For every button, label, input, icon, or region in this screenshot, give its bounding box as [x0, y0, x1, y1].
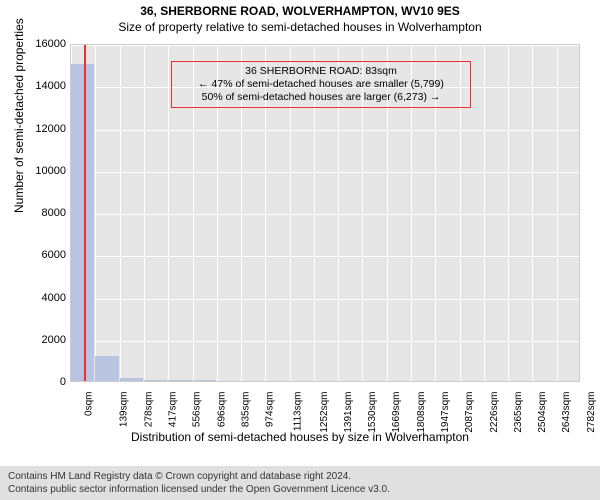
gridline-v	[484, 45, 485, 381]
gridline-v	[532, 45, 533, 381]
x-tick-label: 1530sqm	[367, 392, 378, 433]
gridline-h	[71, 45, 579, 46]
x-tick-label: 1252sqm	[319, 392, 330, 433]
page-title: 36, SHERBORNE ROAD, WOLVERHAMPTON, WV10 …	[0, 0, 600, 18]
x-tick-label: 1808sqm	[416, 392, 427, 433]
x-tick-label: 2782sqm	[586, 392, 597, 433]
gridline-v	[95, 45, 96, 381]
x-tick-label: 556sqm	[192, 392, 203, 428]
x-tick-label: 2643sqm	[562, 392, 573, 433]
histogram-bar	[193, 380, 216, 381]
gridline-h	[71, 172, 579, 173]
gridline-h	[71, 130, 579, 131]
histogram-bar	[71, 64, 94, 381]
x-tick-label: 0sqm	[83, 392, 94, 416]
x-tick-label: 835sqm	[240, 392, 251, 428]
y-tick-label: 0	[6, 376, 66, 388]
gridline-h	[71, 214, 579, 215]
y-tick-label: 2000	[6, 334, 66, 346]
gridline-h	[71, 256, 579, 257]
histogram-bar	[168, 380, 191, 381]
gridline-v	[120, 45, 121, 381]
page-subtitle: Size of property relative to semi-detach…	[0, 18, 600, 36]
x-axis-label: Distribution of semi-detached houses by …	[0, 430, 600, 444]
x-tick-label: 2226sqm	[489, 392, 500, 433]
marker-line	[84, 45, 86, 381]
x-tick-label: 417sqm	[167, 392, 178, 428]
y-tick-label: 4000	[6, 292, 66, 304]
y-tick-label: 14000	[6, 80, 66, 92]
x-tick-label: 2504sqm	[537, 392, 548, 433]
footer: Contains HM Land Registry data © Crown c…	[0, 466, 600, 500]
x-tick-label: 696sqm	[216, 392, 227, 428]
x-tick-label: 1113sqm	[293, 392, 304, 432]
x-tick-label: 139sqm	[119, 392, 130, 428]
histogram-bar	[95, 356, 118, 381]
x-tick-label: 1669sqm	[392, 392, 403, 433]
x-tick-label: 2087sqm	[465, 392, 476, 433]
info-box-line: 50% of semi-detached houses are larger (…	[178, 91, 464, 104]
info-box: 36 SHERBORNE ROAD: 83sqm← 47% of semi-de…	[171, 61, 471, 108]
x-tick-label: 1391sqm	[343, 392, 354, 433]
x-tick-label: 278sqm	[143, 392, 154, 428]
info-box-line: ← 47% of semi-detached houses are smalle…	[178, 78, 464, 91]
gridline-v	[144, 45, 145, 381]
gridline-v	[168, 45, 169, 381]
footer-line-1: Contains HM Land Registry data © Crown c…	[8, 470, 592, 483]
gridline-v	[557, 45, 558, 381]
y-tick-label: 6000	[6, 249, 66, 261]
x-tick-label: 1947sqm	[440, 392, 451, 433]
info-box-line: 36 SHERBORNE ROAD: 83sqm	[178, 65, 464, 78]
y-tick-label: 10000	[6, 165, 66, 177]
y-tick-label: 16000	[6, 38, 66, 50]
footer-line-2: Contains public sector information licen…	[8, 483, 592, 496]
y-tick-label: 12000	[6, 123, 66, 135]
plot-area: 36 SHERBORNE ROAD: 83sqm← 47% of semi-de…	[70, 44, 580, 382]
gridline-v	[508, 45, 509, 381]
x-tick-label: 974sqm	[265, 392, 276, 428]
histogram-chart: Number of semi-detached properties 36 SH…	[0, 38, 600, 440]
gridline-h	[71, 383, 579, 384]
gridline-h	[71, 341, 579, 342]
y-tick-label: 8000	[6, 207, 66, 219]
gridline-h	[71, 299, 579, 300]
x-tick-label: 2365sqm	[513, 392, 524, 433]
histogram-bar	[144, 380, 167, 381]
histogram-bar	[120, 378, 143, 381]
